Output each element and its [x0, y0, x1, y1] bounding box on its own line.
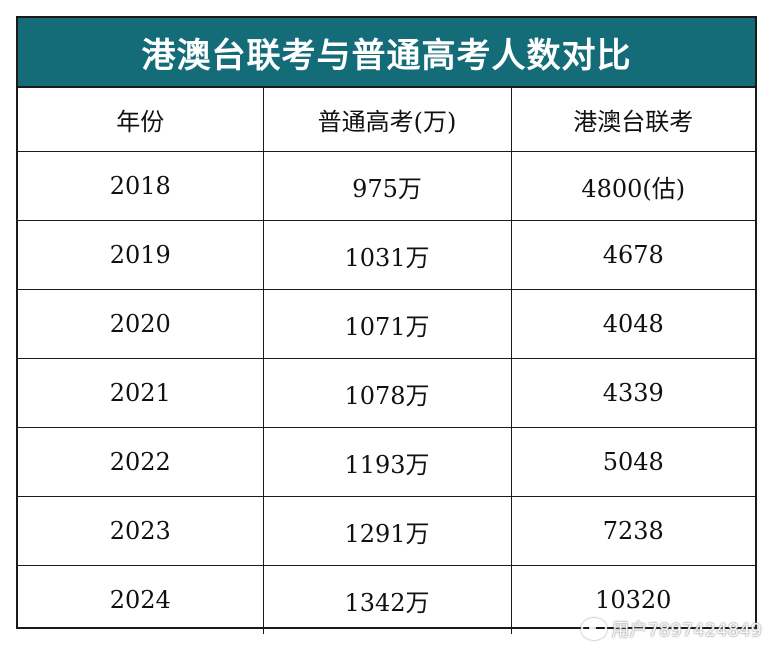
cell-gaokao: 1342万 — [262, 565, 512, 634]
cell-lianka: 4339 — [510, 358, 755, 428]
table-title: 港澳台联考与普通高考人数对比 — [18, 18, 755, 88]
table-row: 2022 1193万 5048 — [18, 427, 755, 497]
table-row: 2023 1291万 7238 — [18, 496, 755, 566]
watermark: 用户7897424849 — [581, 616, 762, 642]
cell-lianka: 7238 — [510, 496, 755, 566]
header-year: 年份 — [18, 88, 264, 152]
cell-year: 2020 — [18, 289, 264, 359]
weibo-logo-icon — [581, 618, 608, 640]
data-table: 年份 普通高考(万) 港澳台联考 2018 975万 4800(估) 2019 … — [18, 88, 755, 634]
cell-gaokao: 1071万 — [262, 289, 512, 359]
cell-lianka: 4678 — [510, 220, 755, 290]
comparison-table: 港澳台联考与普通高考人数对比 年份 普通高考(万) 港澳台联考 2018 975… — [16, 16, 757, 634]
cell-lianka: 10320 — [510, 565, 755, 634]
cell-gaokao: 1193万 — [262, 427, 512, 497]
cell-lianka: 4048 — [510, 289, 755, 359]
cell-year: 2018 — [18, 151, 264, 221]
cell-gaokao: 1031万 — [262, 220, 512, 290]
table-row: 2020 1071万 4048 — [18, 289, 755, 359]
cell-year: 2024 — [18, 565, 264, 634]
header-lianka: 港澳台联考 — [510, 88, 755, 152]
cell-gaokao: 975万 — [262, 151, 512, 221]
cell-lianka: 5048 — [510, 427, 755, 497]
table-row: 2018 975万 4800(估) — [18, 151, 755, 221]
table-row: 2019 1031万 4678 — [18, 220, 755, 290]
header-row: 年份 普通高考(万) 港澳台联考 — [18, 88, 755, 152]
cell-gaokao: 1291万 — [262, 496, 512, 566]
cell-year: 2019 — [18, 220, 264, 290]
cell-year: 2021 — [18, 358, 264, 428]
table-row: 2021 1078万 4339 — [18, 358, 755, 428]
header-gaokao: 普通高考(万) — [262, 88, 512, 152]
cell-year: 2022 — [18, 427, 264, 497]
watermark-text: 用户7897424849 — [611, 620, 762, 641]
cell-year: 2023 — [18, 496, 264, 566]
table-row: 2024 1342万 10320 — [18, 565, 755, 634]
cell-gaokao: 1078万 — [262, 358, 512, 428]
cell-lianka: 4800(估) — [510, 151, 755, 221]
